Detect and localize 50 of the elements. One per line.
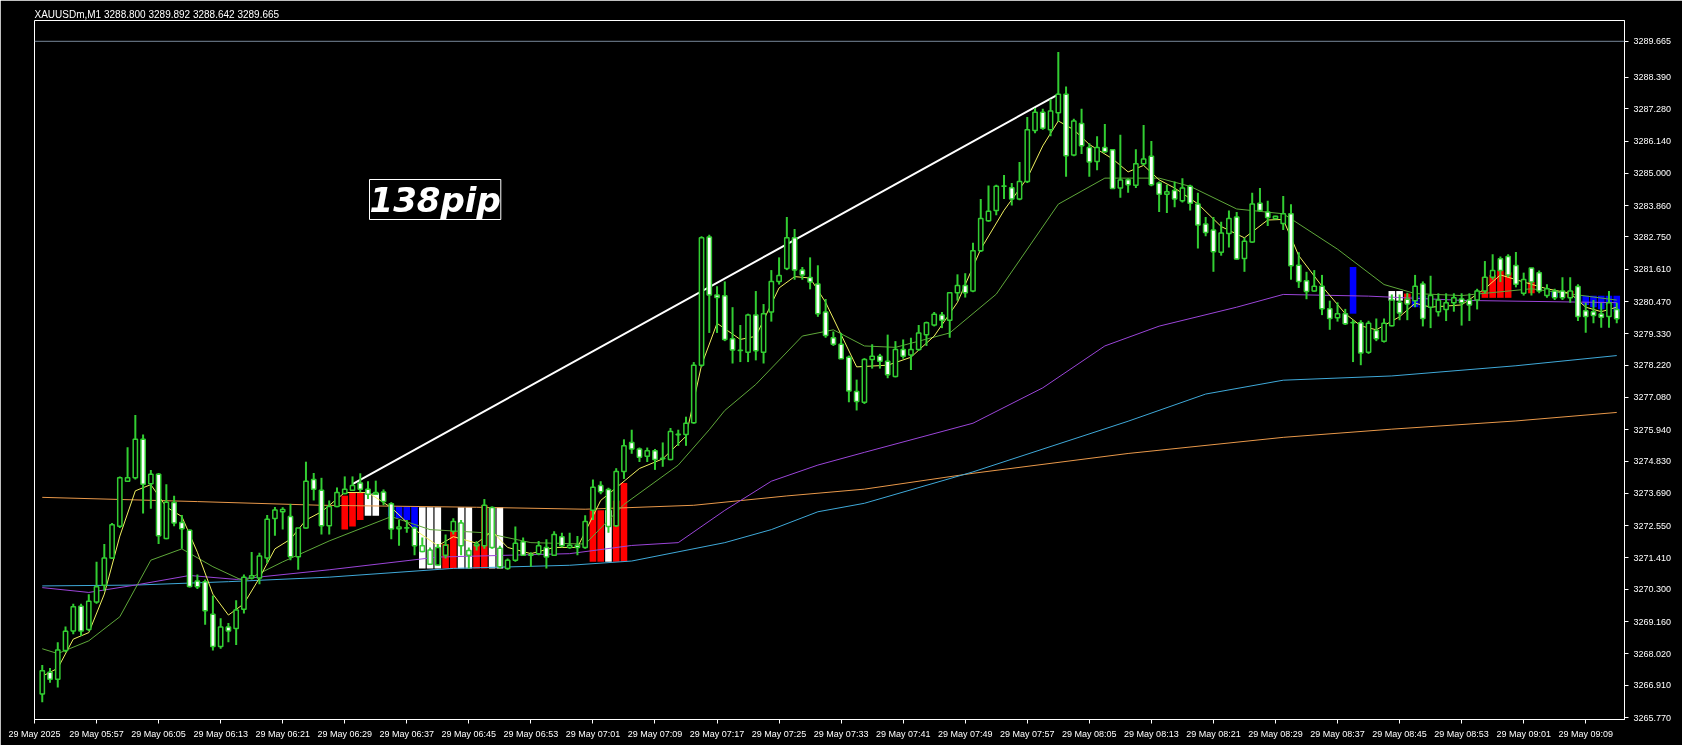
x-tick-label: 29 May 06:53 <box>503 728 559 739</box>
x-tick-label: 29 May 09:09 <box>1558 728 1613 739</box>
x-tick-label: 29 May 07:17 <box>689 728 745 739</box>
x-tick-label: 29 May 07:33 <box>813 728 869 739</box>
x-tick-label: 29 May 08:29 <box>1248 728 1303 739</box>
chart-title: XAUUSDm,M1 3288.800 3289.892 3288.642 3289.665 <box>34 8 280 20</box>
y-tick-label: 3266.910 <box>1633 680 1672 691</box>
x-tick-label: 29 May 07:57 <box>1000 728 1055 739</box>
x-tick-label: 29 May 08:13 <box>1124 728 1179 739</box>
x-tick-label: 29 May 08:21 <box>1186 728 1241 739</box>
x-tick-label: 29 May 2025 <box>8 728 61 739</box>
y-tick-label: 3285.000 <box>1633 168 1672 179</box>
annotation: 138pip <box>369 179 501 220</box>
x-tick-label: 29 May 07:25 <box>751 728 807 739</box>
x-tick-label: 29 May 06:05 <box>131 728 186 739</box>
x-tick-label: 29 May 06:45 <box>441 728 497 739</box>
x-tick-label: 29 May 08:05 <box>1062 728 1117 739</box>
x-tick-label: 29 May 08:53 <box>1434 728 1489 739</box>
x-tick-label: 29 May 06:29 <box>317 728 373 739</box>
y-tick-label: 3269.160 <box>1633 616 1672 627</box>
y-tick-label: 3271.410 <box>1633 552 1672 563</box>
x-tick-label: 29 May 09:01 <box>1496 728 1551 739</box>
y-tick-label: 3283.860 <box>1633 200 1672 211</box>
y-tick-label: 3282.750 <box>1633 231 1672 242</box>
y-tick-label: 3279.330 <box>1633 328 1672 339</box>
y-tick-label: 3273.690 <box>1633 488 1672 499</box>
x-tick-label: 29 May 05:57 <box>69 728 124 739</box>
y-tick-label: 3278.220 <box>1633 360 1672 371</box>
y-tick-label: 3280.470 <box>1633 296 1672 307</box>
y-tick-label: 3277.080 <box>1633 392 1672 403</box>
x-tick-label: 29 May 07:41 <box>875 728 931 739</box>
x-tick-label: 29 May 08:37 <box>1310 728 1365 739</box>
x-tick-label: 29 May 06:13 <box>193 728 248 739</box>
y-tick-label: 3286.140 <box>1633 136 1672 147</box>
x-tick-label: 29 May 06:21 <box>255 728 310 739</box>
y-tick-label: 3275.940 <box>1633 424 1672 435</box>
y-tick-label: 3287.280 <box>1633 103 1672 114</box>
x-tick-label: 29 May 08:45 <box>1372 728 1427 739</box>
y-tick-label: 3268.020 <box>1633 648 1672 659</box>
x-tick-label: 29 May 07:01 <box>565 728 621 739</box>
x-tick-label: 29 May 06:37 <box>379 728 435 739</box>
y-tick-label: 3274.830 <box>1633 456 1672 467</box>
y-tick-label: 3270.300 <box>1633 584 1672 595</box>
x-tick-label: 29 May 07:49 <box>937 728 993 739</box>
x-tick-label: 29 May 07:09 <box>627 728 683 739</box>
y-tick-label: 3272.550 <box>1633 520 1672 531</box>
ref-line-label: 3289.665 <box>1633 36 1672 47</box>
y-tick-label: 3288.390 <box>1633 72 1672 83</box>
y-tick-label: 3281.610 <box>1633 264 1672 275</box>
y-tick-label: 3265.770 <box>1633 712 1672 723</box>
